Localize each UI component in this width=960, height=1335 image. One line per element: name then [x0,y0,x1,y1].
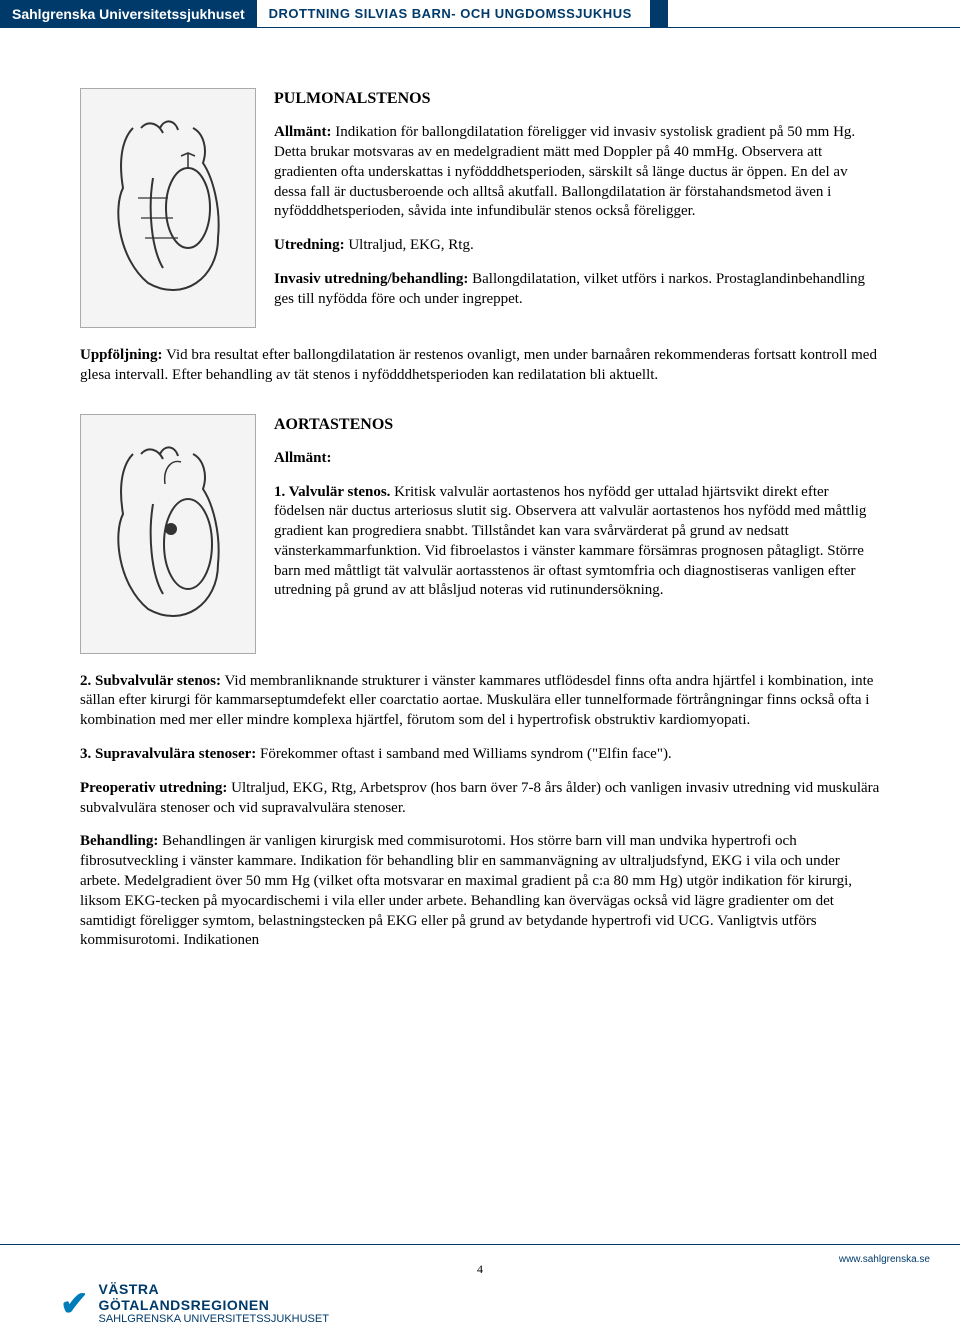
section2-p1-label: 1. Valvulär stenos. [274,484,390,500]
section1-p4-text: Vid bra resultat efter ballongdilatation… [80,347,877,383]
section1-p4-label: Uppföljning: [80,347,163,363]
section2-p1: 1. Valvulär stenos. Kritisk valvulär aor… [274,483,880,602]
section1-p2-label: Utredning: [274,237,345,253]
section1-p3-label: Invasiv utredning/behandling: [274,271,468,287]
header-hospital: Sahlgrenska Universitetssjukhuset [0,0,257,27]
section-pulmonalstenos: PULMONALSTENOS Allmänt: Indikation för b… [80,88,880,328]
section2-p2: 2. Subvalvulär stenos: Vid membranliknan… [80,672,880,731]
section2-p5-text: Behandlingen är vanligen kirurgisk med c… [80,833,852,948]
section2-rest: 2. Subvalvulär stenos: Vid membranliknan… [80,672,880,952]
header-department: DROTTNING SILVIAS BARN- OCH UNGDOMSSJUKH… [257,0,644,27]
page-number: 4 [0,1262,960,1277]
heart-diagram-icon [93,108,243,308]
header-bar: Sahlgrenska Universitetssjukhuset DROTTN… [0,0,960,28]
section2-text: AORTASTENOS Allmänt: 1. Valvulär stenos.… [274,414,880,654]
section2-sublabel: Allmänt: [274,449,880,469]
section1-p3: Invasiv utredning/behandling: Ballongdil… [274,270,880,310]
section1-p1: Allmänt: Indikation för ballongdilatatio… [274,123,880,222]
header-cap-block [650,0,668,27]
footer-logo: ✔ VÄSTRA GÖTALANDSREGIONEN SAHLGRENSKA U… [60,1282,329,1325]
page-content: PULMONALSTENOS Allmänt: Indikation för b… [0,28,960,951]
section2-p3-label: 3. Supravalvulära stenoser: [80,746,256,762]
section2-p1-text: Kritisk valvulär aortastenos hos nyfödd … [274,484,866,599]
section1-p1-label: Allmänt: [274,124,332,140]
footer-logo-text: VÄSTRA GÖTALANDSREGIONEN SAHLGRENSKA UNI… [99,1282,329,1325]
section2-title: AORTASTENOS [274,414,880,435]
heart-diagram-icon [93,434,243,634]
section2-p3: 3. Supravalvulära stenoser: Förekommer o… [80,745,880,765]
section1-title: PULMONALSTENOS [274,88,880,109]
section2-p3-text: Förekommer oftast i samband med Williams… [256,746,671,762]
section1-text: PULMONALSTENOS Allmänt: Indikation för b… [274,88,880,328]
section-aortastenos: AORTASTENOS Allmänt: 1. Valvulär stenos.… [80,414,880,654]
region-logo-icon: ✔ [60,1284,89,1324]
heart-figure-2 [80,414,256,654]
section1-p1-text: Indikation för ballongdilatation förelig… [274,124,855,219]
footer-region3: SAHLGRENSKA UNIVERSITETSSJUKHUSET [99,1313,329,1325]
section2-p4-label: Preoperativ utredning: [80,780,227,796]
section2-p2-label: 2. Subvalvulär stenos: [80,673,221,689]
section2-p5: Behandling: Behandlingen är vanligen kir… [80,832,880,951]
section2-p4: Preoperativ utredning: Ultraljud, EKG, R… [80,779,880,819]
footer-divider [0,1244,960,1245]
footer-region2: GÖTALANDSREGIONEN [99,1297,270,1313]
footer-region1: VÄSTRA [99,1281,160,1297]
section1-p2-text: Ultraljud, EKG, Rtg. [345,237,474,253]
heart-figure-1 [80,88,256,328]
section1-followup: Uppföljning: Vid bra resultat efter ball… [80,346,880,386]
section1-p2: Utredning: Ultraljud, EKG, Rtg. [274,236,880,256]
section1-p4: Uppföljning: Vid bra resultat efter ball… [80,346,880,386]
section2-p5-label: Behandling: [80,833,158,849]
